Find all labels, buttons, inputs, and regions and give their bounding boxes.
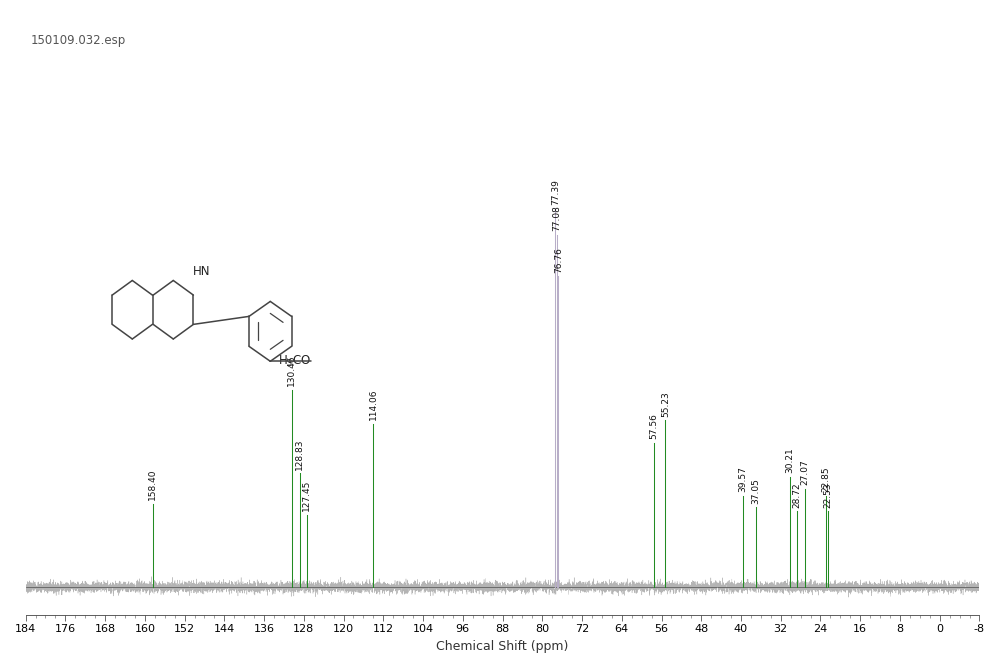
Text: 22.53: 22.53 bbox=[823, 482, 832, 508]
Text: 28.72: 28.72 bbox=[793, 482, 802, 508]
Text: 30.21: 30.21 bbox=[785, 448, 794, 474]
Text: 127.45: 127.45 bbox=[302, 480, 311, 511]
X-axis label: Chemical Shift (ppm): Chemical Shift (ppm) bbox=[436, 640, 569, 653]
Text: 130.46: 130.46 bbox=[287, 355, 296, 386]
Text: 39.57: 39.57 bbox=[739, 466, 748, 492]
Text: 27.07: 27.07 bbox=[801, 459, 810, 485]
Text: 76.76: 76.76 bbox=[554, 246, 563, 273]
Text: H$_3$CO: H$_3$CO bbox=[278, 354, 311, 369]
Text: 114.06: 114.06 bbox=[369, 389, 378, 420]
Text: 22.85: 22.85 bbox=[822, 467, 831, 492]
Text: 77.08: 77.08 bbox=[552, 205, 561, 231]
Text: 57.56: 57.56 bbox=[649, 413, 658, 440]
Text: 37.05: 37.05 bbox=[751, 478, 760, 504]
Text: 77.39: 77.39 bbox=[551, 178, 560, 204]
Text: 158.40: 158.40 bbox=[148, 468, 157, 500]
Text: 150109.032.esp: 150109.032.esp bbox=[30, 34, 126, 47]
Text: 128.83: 128.83 bbox=[295, 438, 304, 470]
Text: HN: HN bbox=[193, 265, 210, 279]
Text: 55.23: 55.23 bbox=[661, 391, 670, 417]
